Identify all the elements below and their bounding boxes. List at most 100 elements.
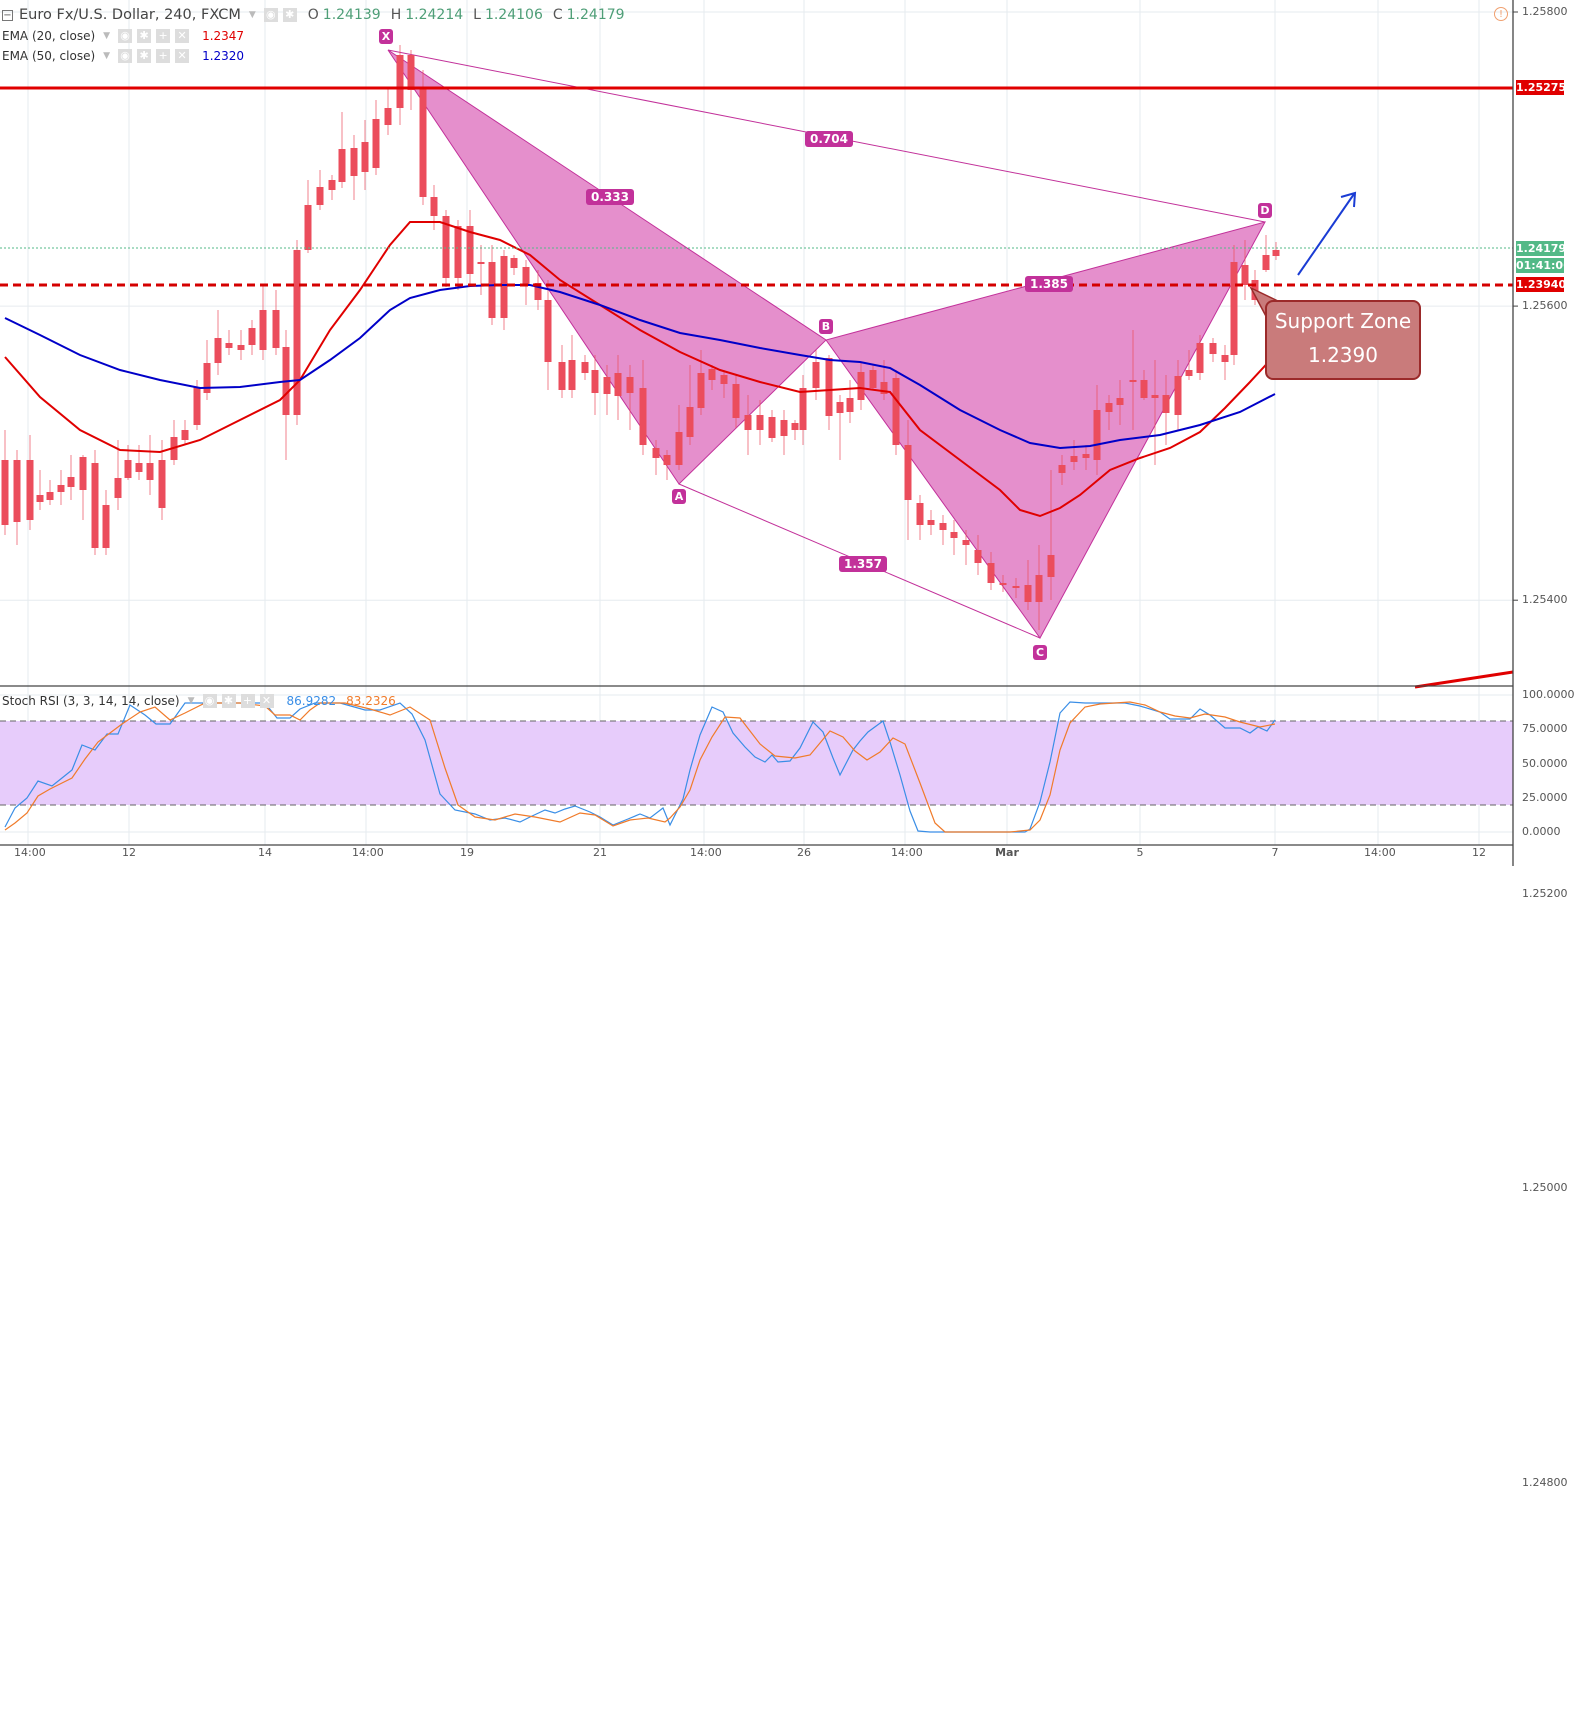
candle bbox=[987, 563, 995, 583]
trend-line bbox=[1414, 670, 1514, 689]
ema50-label[interactable]: EMA (50, close) bbox=[2, 49, 96, 63]
candle bbox=[812, 362, 820, 388]
candle bbox=[780, 420, 788, 436]
eye-icon[interactable]: ◉ bbox=[118, 49, 133, 63]
candle bbox=[225, 343, 233, 348]
stoch-d-value: 83.2326 bbox=[346, 694, 396, 708]
chevron-down-icon[interactable]: ▼ bbox=[187, 696, 195, 706]
candle bbox=[1230, 262, 1238, 355]
ratio-bd[interactable]: 1.385 bbox=[1025, 276, 1073, 292]
plus-icon[interactable]: + bbox=[240, 694, 255, 708]
candle bbox=[26, 460, 34, 520]
candle bbox=[248, 328, 256, 345]
candle bbox=[57, 485, 65, 492]
candle bbox=[13, 460, 21, 522]
stoch-rsi-axis-label: 25.0000 bbox=[1522, 790, 1568, 804]
close-icon[interactable]: ✕ bbox=[175, 49, 190, 63]
candle bbox=[999, 583, 1007, 585]
support-zone-title: Support Zone bbox=[1274, 309, 1412, 333]
candle bbox=[1162, 395, 1170, 413]
candle bbox=[603, 377, 611, 394]
time-axis-label: 14:00 bbox=[891, 846, 923, 859]
close-value: 1.24179 bbox=[566, 7, 625, 23]
candle bbox=[720, 375, 728, 384]
candle bbox=[686, 407, 694, 437]
candle bbox=[558, 362, 566, 390]
candle bbox=[361, 142, 369, 172]
support-zone-callout[interactable]: Support Zone 1.2390 bbox=[1265, 300, 1421, 380]
candle bbox=[500, 256, 508, 318]
candle bbox=[892, 378, 900, 445]
time-axis-label: 14:00 bbox=[1364, 846, 1396, 859]
time-axis-label: 14:00 bbox=[690, 846, 722, 859]
pattern-point-a[interactable]: A bbox=[672, 489, 686, 504]
open-value: 1.24139 bbox=[322, 7, 381, 23]
plus-icon[interactable]: + bbox=[156, 49, 171, 63]
candle bbox=[626, 377, 634, 393]
gear-icon[interactable]: ✱ bbox=[137, 29, 152, 43]
pattern-point-c[interactable]: C bbox=[1033, 645, 1047, 660]
alert-icon[interactable]: ! bbox=[1494, 7, 1508, 21]
eye-icon[interactable]: ◉ bbox=[263, 8, 278, 22]
candle bbox=[732, 384, 740, 418]
price-axis-label: 1.25600 bbox=[1522, 299, 1568, 313]
candle bbox=[466, 226, 474, 274]
candle bbox=[675, 432, 683, 465]
ema20-label[interactable]: EMA (20, close) bbox=[2, 29, 96, 43]
candle bbox=[407, 55, 415, 90]
candle bbox=[836, 402, 844, 413]
candle bbox=[1047, 555, 1055, 577]
open-label: O bbox=[307, 7, 319, 23]
close-icon[interactable]: ✕ bbox=[175, 29, 190, 43]
time-axis-label: 5 bbox=[1136, 846, 1144, 859]
gear-icon[interactable]: ✱ bbox=[137, 49, 152, 63]
candle bbox=[1012, 586, 1020, 588]
plus-icon[interactable]: + bbox=[156, 29, 171, 43]
stoch-rsi-label[interactable]: Stoch RSI (3, 3, 14, 14, close) bbox=[2, 694, 180, 708]
ratio-xb[interactable]: 0.333 bbox=[586, 189, 634, 205]
chart-canvas[interactable] bbox=[0, 0, 1584, 866]
pattern-point-b[interactable]: B bbox=[819, 319, 833, 334]
stoch-k-value: 86.9282 bbox=[286, 694, 337, 708]
candle bbox=[534, 283, 542, 300]
candle bbox=[591, 370, 599, 393]
ratio-xd[interactable]: 0.704 bbox=[805, 131, 853, 147]
symbol-title[interactable]: Euro Fx/U.S. Dollar, 240, FXCM bbox=[19, 7, 241, 23]
candle bbox=[756, 415, 764, 430]
support-zone-value: 1.2390 bbox=[1308, 343, 1378, 367]
ratio-ac[interactable]: 1.357 bbox=[839, 556, 887, 572]
candle bbox=[293, 250, 301, 415]
candle bbox=[454, 226, 462, 278]
chevron-down-icon[interactable]: ▼ bbox=[103, 51, 111, 61]
stoch-rsi-axis-label: 50.0000 bbox=[1522, 756, 1568, 770]
gear-icon[interactable]: ✱ bbox=[282, 8, 297, 22]
low-value: 1.24106 bbox=[484, 7, 543, 23]
candle bbox=[79, 457, 87, 490]
chevron-down-icon[interactable]: ▼ bbox=[248, 10, 256, 20]
eye-icon[interactable]: ◉ bbox=[202, 694, 217, 708]
candle bbox=[522, 267, 530, 285]
candle bbox=[67, 477, 75, 487]
pattern-point-x[interactable]: X bbox=[379, 29, 393, 44]
close-icon[interactable]: ✕ bbox=[259, 694, 274, 708]
candle bbox=[36, 495, 44, 502]
candle bbox=[350, 148, 358, 176]
time-axis-label: 12 bbox=[1472, 846, 1486, 859]
candle bbox=[1070, 456, 1078, 462]
price-axis-label: 1.25000 bbox=[1522, 1181, 1568, 1195]
bar-countdown: 01:41:06 bbox=[1516, 258, 1571, 273]
candle bbox=[419, 88, 427, 197]
pattern-point-d[interactable]: D bbox=[1258, 203, 1272, 218]
candle bbox=[744, 415, 752, 430]
low-label: L bbox=[473, 7, 481, 23]
candle bbox=[614, 373, 622, 396]
last-price-tag: 1.24179 bbox=[1516, 241, 1567, 256]
stoch-rsi-legend: Stoch RSI (3, 3, 14, 14, close) ▼ ◉ ✱ + … bbox=[2, 694, 396, 708]
gear-icon[interactable]: ✱ bbox=[221, 694, 236, 708]
chevron-down-icon[interactable]: ▼ bbox=[103, 31, 111, 41]
collapse-icon[interactable]: − bbox=[2, 9, 13, 21]
candle bbox=[1174, 376, 1182, 415]
eye-icon[interactable]: ◉ bbox=[118, 29, 133, 43]
candle bbox=[1082, 454, 1090, 458]
high-label: H bbox=[390, 7, 402, 23]
